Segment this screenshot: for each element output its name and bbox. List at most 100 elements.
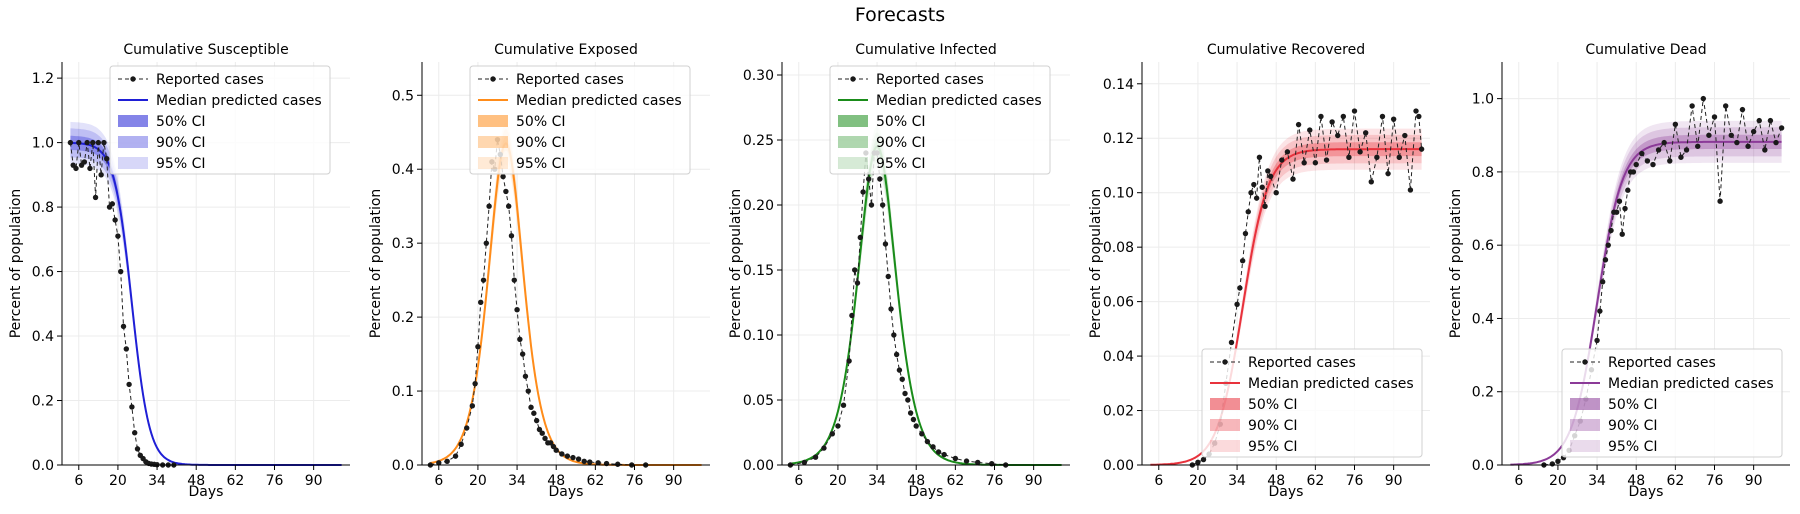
legend-label-median: Median predicted cases — [156, 93, 322, 109]
reported-point — [1625, 187, 1631, 193]
reported-point — [1248, 190, 1254, 196]
reported-point — [87, 165, 93, 172]
median-predicted-line — [1150, 148, 1422, 466]
x-tick-label: 90 — [1025, 473, 1043, 489]
reported-point — [522, 373, 529, 379]
reported-point — [539, 430, 545, 436]
reported-point — [812, 454, 819, 460]
legend-label-reported: Reported cases — [516, 72, 624, 88]
reported-point — [1273, 190, 1279, 196]
reported-cases-line — [790, 152, 1006, 466]
legend-box — [1201, 348, 1423, 458]
reported-point — [559, 451, 565, 457]
reported-point — [129, 404, 135, 410]
reported-point — [935, 449, 942, 455]
reported-point — [1234, 301, 1240, 308]
reported-point — [989, 461, 995, 467]
legend-key-ci — [478, 115, 508, 127]
reported-point — [508, 233, 515, 239]
y-tick-label: 0.12 — [1103, 131, 1134, 147]
reported-point — [444, 458, 450, 465]
reported-point — [1346, 154, 1352, 161]
reported-point — [821, 445, 827, 451]
legend-key-ci — [838, 157, 868, 169]
x-tick-label: 76 — [626, 473, 644, 489]
reported-point — [1773, 139, 1779, 146]
reported-point — [1739, 106, 1746, 113]
y-tick-label: 0.30 — [743, 68, 774, 84]
reported-point — [595, 460, 601, 466]
reported-point — [905, 397, 911, 403]
reported-point — [519, 351, 526, 357]
y-tick-label: 0.2 — [392, 310, 414, 326]
x-axis-label: Days — [1629, 484, 1664, 500]
reported-point — [1745, 143, 1751, 149]
reported-point — [525, 388, 531, 394]
legend-key-ci — [1570, 440, 1600, 452]
reported-point — [1323, 157, 1330, 163]
reported-point — [436, 460, 442, 466]
legend-label-ci: 50% CI — [156, 114, 205, 130]
reported-point — [1734, 139, 1740, 146]
reported-point — [1374, 154, 1380, 161]
reported-point — [860, 189, 866, 195]
reported-point — [1357, 149, 1363, 155]
reported-point — [547, 440, 554, 446]
reported-point — [505, 203, 512, 209]
reported-point — [801, 459, 808, 466]
chart-panel-2: 6 20 34 48 62 76 90 0.0 0.1 0.2 0.3 0.4 0.5 Cumulativ… — [368, 42, 710, 500]
x-tick-label: 20 — [1549, 473, 1567, 489]
reported-point — [1602, 257, 1609, 263]
reported-point — [902, 390, 908, 397]
reported-point — [1239, 258, 1246, 264]
y-axis-label: Percent of population — [1448, 189, 1464, 339]
panel-title: Cumulative Susceptible — [123, 42, 288, 58]
x-tick-label: 6 — [1514, 473, 1523, 489]
y-tick-label: 0.2 — [32, 394, 54, 410]
reported-point — [104, 156, 110, 162]
reported-point — [112, 217, 118, 223]
reported-point — [483, 240, 490, 246]
x-tick-label: 76 — [1706, 473, 1724, 489]
chart-panel-3: 6 20 34 48 62 76 90 0.00 0.05 0.10 0.15 0.20 0.25 0.3… — [728, 42, 1070, 500]
reported-point — [913, 423, 919, 429]
reported-point — [76, 139, 82, 146]
legend-label-ci: 90% CI — [876, 135, 925, 151]
reported-point — [1722, 103, 1729, 109]
x-tick-label: 62 — [226, 473, 244, 489]
ci-50-band — [790, 139, 1062, 465]
x-tick-label: 6 — [794, 473, 803, 489]
legend-key-ci — [1210, 398, 1240, 410]
x-tick-label: 20 — [469, 473, 487, 489]
x-tick-label: 34 — [1588, 473, 1606, 489]
reported-point — [480, 277, 487, 283]
reported-point — [919, 431, 925, 437]
y-tick-label: 0.10 — [743, 328, 774, 344]
y-tick-label: 0.00 — [1103, 458, 1134, 474]
reported-point — [846, 358, 852, 364]
reported-point — [120, 323, 127, 330]
x-tick-label: 6 — [1154, 473, 1163, 489]
reported-point — [95, 139, 102, 146]
legend-box — [469, 65, 691, 175]
reported-point — [1290, 176, 1296, 182]
legend-box — [829, 65, 1051, 175]
legend-label-ci: 50% CI — [1248, 397, 1297, 413]
reported-point — [615, 461, 621, 467]
x-axis-label: Days — [1269, 484, 1304, 500]
reported-point — [570, 454, 576, 461]
reported-point — [500, 173, 506, 180]
x-tick-label: 20 — [829, 473, 847, 489]
reported-point — [1279, 157, 1285, 163]
reported-point — [1259, 184, 1265, 190]
reported-point — [542, 435, 548, 442]
legend-key-reported-marker — [130, 76, 136, 82]
reported-point — [865, 176, 872, 182]
reported-point — [464, 425, 470, 431]
reported-point — [1340, 113, 1347, 120]
reported-point — [1362, 130, 1369, 136]
legend-label-ci: 90% CI — [156, 135, 205, 151]
legend-key-reported-marker — [1582, 359, 1588, 365]
y-tick-label: 0.04 — [1103, 349, 1134, 365]
reported-point — [472, 380, 478, 387]
